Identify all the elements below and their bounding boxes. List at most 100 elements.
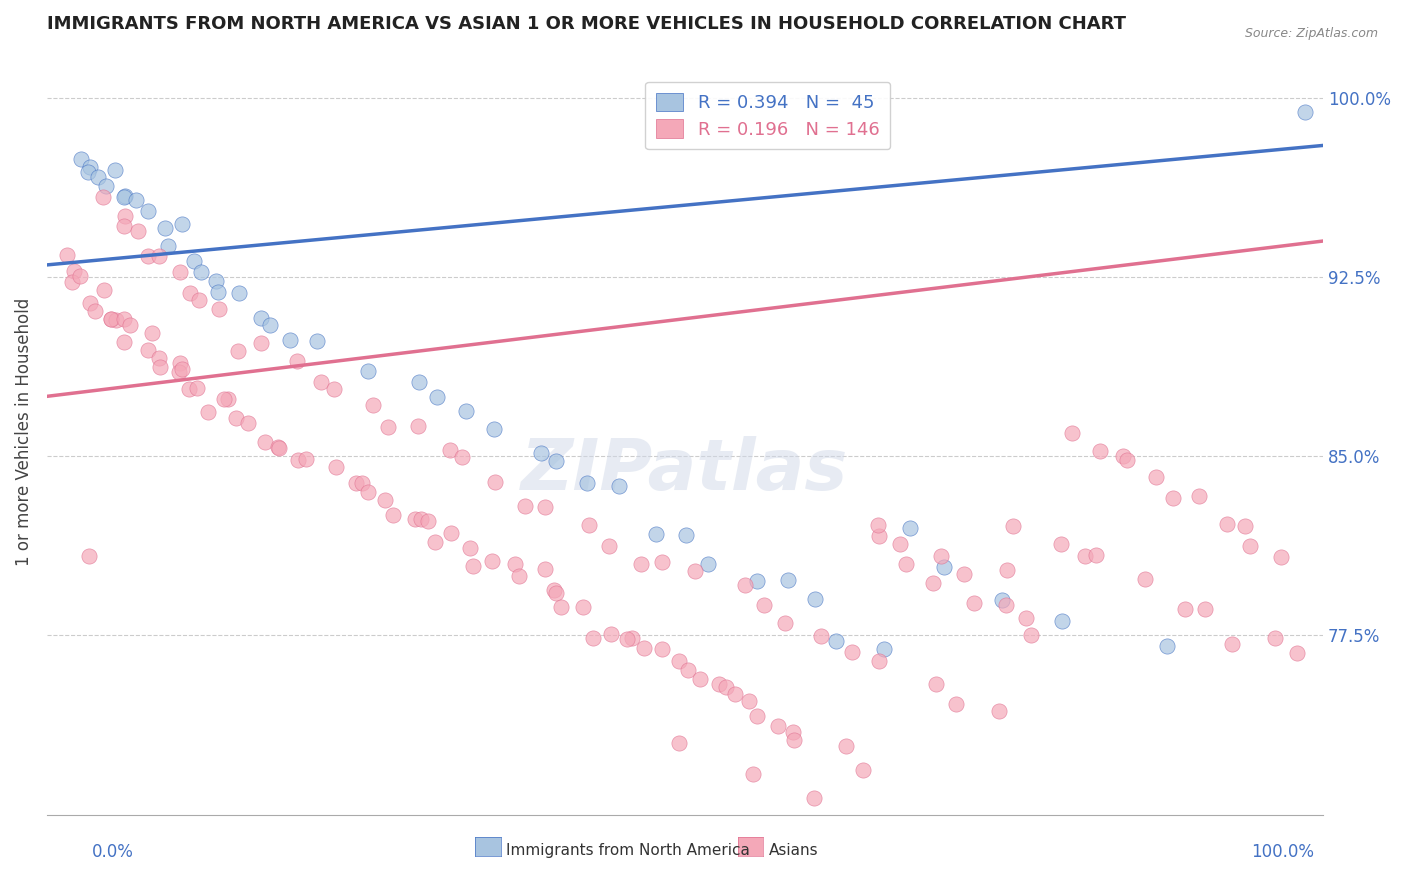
Point xyxy=(357,484,380,499)
Point xyxy=(418,514,440,528)
Point xyxy=(868,529,890,543)
Point xyxy=(295,452,318,467)
Point xyxy=(157,239,180,253)
Point xyxy=(344,476,367,491)
Point xyxy=(741,766,763,780)
Point xyxy=(136,204,159,219)
Point xyxy=(404,512,426,526)
Point xyxy=(228,285,250,300)
Point xyxy=(406,419,429,434)
Point xyxy=(149,360,172,375)
Point xyxy=(1021,628,1043,642)
Point xyxy=(1144,470,1167,484)
Point xyxy=(1002,519,1025,533)
Point xyxy=(578,517,600,532)
Point xyxy=(1233,519,1256,533)
Point xyxy=(112,312,135,326)
Point xyxy=(550,599,572,614)
Point xyxy=(439,443,461,458)
Point xyxy=(187,293,209,307)
Point xyxy=(841,645,863,659)
Point xyxy=(734,577,756,591)
Point xyxy=(136,249,159,263)
Point xyxy=(952,567,974,582)
Point xyxy=(1085,548,1108,562)
Point xyxy=(689,673,711,687)
Point xyxy=(651,555,673,569)
Point xyxy=(716,680,738,694)
Point xyxy=(120,318,142,332)
Point xyxy=(425,535,447,549)
Point xyxy=(1264,631,1286,645)
Point xyxy=(60,275,83,289)
Point xyxy=(172,362,194,376)
Point xyxy=(249,310,271,325)
Point xyxy=(136,343,159,357)
Point xyxy=(172,217,194,231)
Point xyxy=(804,591,827,606)
Point xyxy=(513,499,536,513)
Point xyxy=(100,312,122,326)
Point xyxy=(356,364,378,378)
Point xyxy=(454,404,477,418)
Point xyxy=(363,399,385,413)
Point xyxy=(225,411,247,425)
Point xyxy=(1270,550,1292,565)
Point xyxy=(440,526,463,541)
Point xyxy=(79,160,101,174)
Legend: R = 0.394   N =  45, R = 0.196   N = 146: R = 0.394 N = 45, R = 0.196 N = 146 xyxy=(645,82,890,149)
Point xyxy=(114,209,136,223)
Point xyxy=(533,561,555,575)
Point xyxy=(484,475,506,489)
Point xyxy=(322,382,344,396)
Point xyxy=(723,688,745,702)
Point xyxy=(458,541,481,555)
Point xyxy=(63,264,86,278)
Point xyxy=(374,493,396,508)
Point xyxy=(810,629,832,643)
Point xyxy=(186,381,208,395)
Point xyxy=(79,296,101,310)
Point xyxy=(782,733,804,747)
Point xyxy=(381,508,404,522)
Point xyxy=(889,537,911,551)
Point xyxy=(127,224,149,238)
Point xyxy=(197,405,219,419)
Point xyxy=(544,586,567,600)
Text: 0.0%: 0.0% xyxy=(91,843,134,861)
Point xyxy=(148,249,170,263)
Y-axis label: 1 or more Vehicles in Household: 1 or more Vehicles in Household xyxy=(15,298,32,566)
Point xyxy=(267,442,290,456)
Point xyxy=(752,598,775,612)
Point xyxy=(69,269,91,284)
Point xyxy=(112,334,135,349)
Point xyxy=(153,220,176,235)
Point xyxy=(508,569,530,583)
Point xyxy=(866,517,889,532)
Point xyxy=(112,219,135,233)
Point xyxy=(1074,549,1097,564)
Point xyxy=(1188,489,1211,503)
Point xyxy=(1135,572,1157,586)
Point xyxy=(645,526,668,541)
Point xyxy=(575,475,598,490)
Point xyxy=(1050,614,1073,628)
Point xyxy=(766,719,789,733)
Point xyxy=(183,254,205,268)
Point xyxy=(169,265,191,279)
Point xyxy=(94,179,117,194)
Point xyxy=(852,763,875,777)
Point xyxy=(945,697,967,711)
Point xyxy=(873,641,896,656)
Point xyxy=(377,419,399,434)
Point xyxy=(1116,453,1139,467)
Point xyxy=(208,301,231,316)
Point xyxy=(83,304,105,318)
Point xyxy=(1060,426,1083,441)
Point xyxy=(250,335,273,350)
Point xyxy=(683,564,706,578)
Point xyxy=(1111,450,1133,464)
Point xyxy=(598,540,620,554)
Point xyxy=(259,318,281,333)
Point xyxy=(309,375,332,389)
